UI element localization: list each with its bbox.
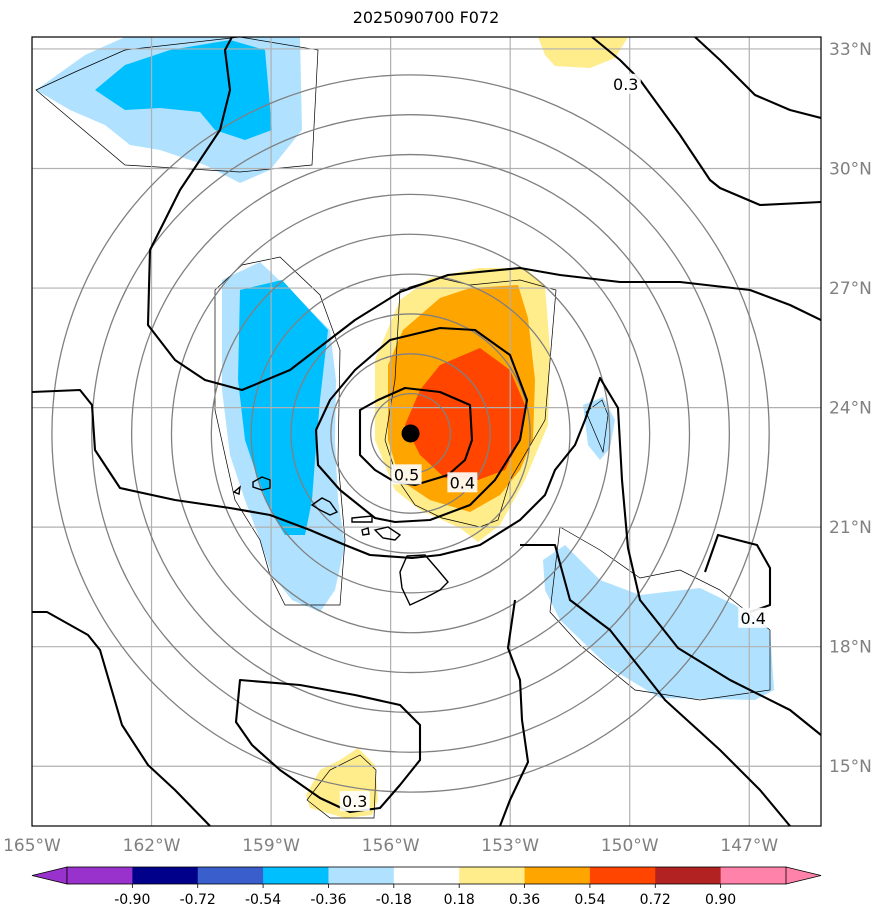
longitude-tick-label: 159°W [242,836,300,856]
colorbar-bin [393,867,460,884]
contour-label-bg [610,73,641,94]
contour-label: 0.4 [450,473,475,492]
contour-east [520,543,791,826]
contour-04 [314,326,529,524]
range-rings [51,74,770,793]
colorbar-bin [132,867,199,884]
colorbar-bin [524,867,591,884]
range-ring [170,193,651,674]
pos-region-strong [405,348,525,480]
island-maui [373,526,402,541]
colorbar-tick-label: -0.72 [180,892,216,908]
range-ring [330,353,491,514]
contour-035-west [32,376,821,736]
colorbar-extend-high [785,866,822,885]
colorbar-bin [328,867,395,884]
contour-03-ne [591,37,821,207]
longitude-tick-label: 153°W [481,836,539,856]
colorbar-tick-label: 0.36 [509,892,540,908]
colorbar-frame [66,866,787,885]
range-ring [250,273,571,594]
contour-south-loop [234,678,422,814]
contour-s-east [499,599,530,826]
latitude-tick-label: 33°N [829,40,872,60]
longitude-tick-label: 162°W [123,836,181,856]
hawaii-coastline [232,476,449,606]
longitude-tick-label: 150°W [601,836,659,856]
contour-label: 0.3 [613,75,638,94]
latitude-tick-label: 18°N [829,638,872,658]
island-molokai [351,515,373,523]
contour-label: 0.4 [741,609,766,628]
contour-south [32,610,211,826]
range-ring [91,114,730,753]
colorbar-bin [589,867,656,884]
colorbar-tick-label: 0.18 [444,892,475,908]
contour-label-bg [339,791,370,812]
colorbar-bin [197,867,264,884]
longitude-tick-label: 156°W [362,836,420,856]
island-big-island [399,554,449,606]
contour-label: 0.3 [342,792,367,811]
colorbar-bin [720,867,787,884]
range-ring [130,153,691,714]
contour-top-right [694,37,821,120]
colorbar: -0.90 -0.72 -0.54 -0.36 -0.18 0.18 0.36 0.54 0.7… [31,866,822,908]
colorbar-tick-label: 0.54 [574,892,605,908]
contour-05 [358,386,474,487]
contour-label: 0.5 [394,465,419,484]
colorbar-tick-label: -0.18 [376,892,412,908]
latitude-tick-label: 27°N [829,279,872,299]
latitude-tick-label: 21°N [829,518,872,538]
range-ring [210,233,611,634]
longitude-tick-label: 147°W [720,836,778,856]
colorbar-tick-label: -0.90 [114,892,150,908]
map-title: 2025090700 F072 [352,8,500,27]
contour-03-north [146,37,821,392]
contour-label-bg [738,607,769,628]
latitude-labels: 33°N 30°N 27°N 24°N 21°N 18°N 15°N [829,40,872,777]
colorbar-tick-label: 0.90 [705,892,736,908]
island-lanai [361,527,370,536]
longitude-tick-label: 165°W [3,836,61,856]
contour-label-bg [447,472,478,493]
colorbar-bin [67,867,133,884]
colorbar-bin [655,867,722,884]
latitude-tick-label: 30°N [829,160,872,180]
pos-region-light [538,37,628,68]
contour-labels: 0.5 0.4 0.3 0.4 0.3 [339,73,769,812]
latitude-tick-label: 24°N [829,399,872,419]
colorbar-bin [459,867,526,884]
contour-lines [32,37,821,826]
graticule [32,37,821,826]
range-ring [290,313,531,554]
colorbar-tick-label: -0.54 [245,892,281,908]
shaded-field [36,37,774,818]
colorbar-tick-label: -0.36 [310,892,346,908]
longitude-labels: 165°W 162°W 159°W 156°W 153°W 150°W 147°W [3,836,778,856]
colorbar-extend-low [31,866,68,885]
island-niihau [232,485,241,495]
map-frame [31,36,822,827]
storm-center-marker [401,424,420,443]
contour-se-04 [704,533,772,613]
island-oahu [310,497,339,516]
contour-label-bg [391,464,422,485]
colorbar-tick-label: 0.72 [640,892,671,908]
colorbar-bin [263,867,329,884]
latitude-tick-label: 15°N [829,757,872,777]
range-ring [51,74,770,793]
island-kauai [252,476,271,491]
